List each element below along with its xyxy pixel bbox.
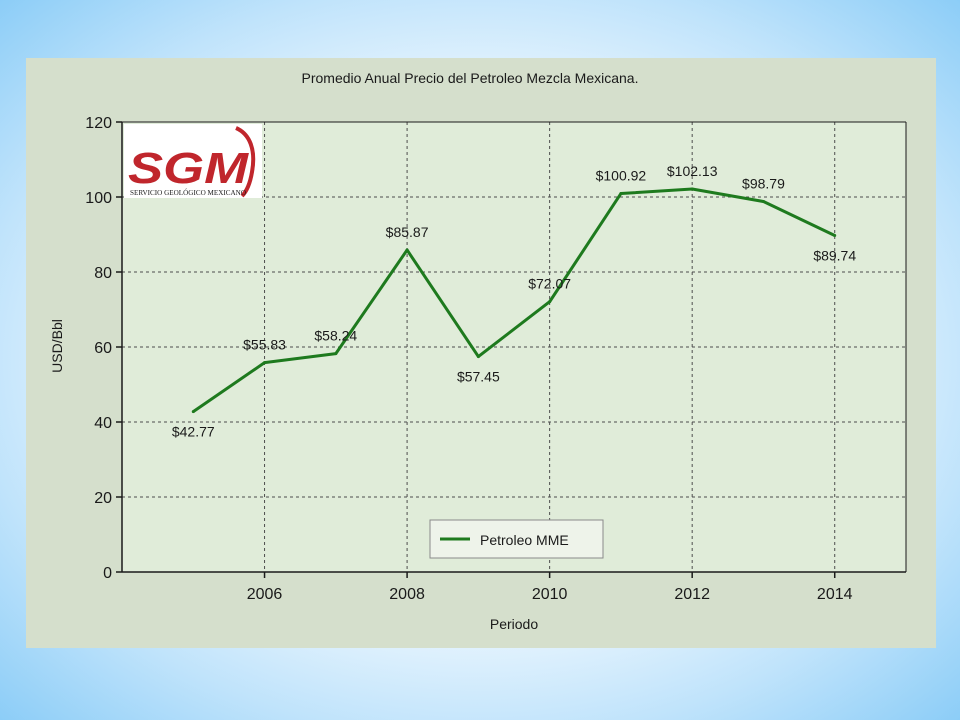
y-tick-label: 20 [94, 490, 112, 507]
x-tick-label: 2008 [389, 586, 425, 603]
data-point [334, 352, 338, 356]
legend-label: Petroleo MME [480, 532, 569, 548]
sgm-logo: SGM SERVICIO GEOLÓGICO MEXICANO [124, 124, 262, 198]
data-label: $55.83 [243, 337, 286, 353]
logo-background [124, 124, 262, 198]
data-label: $98.79 [742, 176, 785, 192]
y-tick-label: 80 [94, 265, 112, 282]
data-point [548, 300, 552, 304]
y-tick-label: 120 [85, 115, 112, 132]
data-point [690, 187, 694, 191]
data-label: $57.45 [457, 369, 500, 385]
y-axis-label: USD/Bbl [49, 319, 65, 373]
data-point [191, 410, 195, 414]
data-point [263, 361, 267, 365]
x-tick-label: 2010 [532, 586, 568, 603]
chart-title: Promedio Anual Precio del Petroleo Mezcl… [302, 70, 639, 86]
data-label: $42.77 [172, 424, 215, 440]
y-tick-label: 60 [94, 340, 112, 357]
legend: Petroleo MME [429, 519, 604, 559]
data-point [476, 355, 480, 359]
x-tick-label: 2012 [674, 586, 710, 603]
x-tick-label: 2014 [817, 586, 853, 603]
y-tick-label: 0 [103, 565, 112, 582]
logo-text: SGM [128, 144, 250, 193]
data-point [761, 200, 765, 204]
data-label: $102.13 [667, 163, 718, 179]
y-tick-label: 40 [94, 415, 112, 432]
y-tick-label: 100 [85, 190, 112, 207]
data-label: $85.87 [386, 224, 429, 240]
data-point [619, 192, 623, 196]
logo-subtitle: SERVICIO GEOLÓGICO MEXICANO [130, 189, 246, 197]
x-tick-label: 2006 [247, 586, 283, 603]
logo-swoosh-icon [235, 126, 256, 198]
data-labels: $42.77 $55.83 $58.24 $85.87 $57.45 $72.07 $100… [172, 163, 856, 440]
data-label: $72.07 [528, 276, 571, 292]
tick-labels: 0 20 40 60 80 100 120 2006 2008 2010 2012 2014 [85, 115, 852, 603]
data-label: $100.92 [596, 168, 647, 184]
x-axis-label: Periodo [490, 616, 538, 632]
data-label: $58.24 [314, 328, 357, 344]
series-line-petroleo-mme [192, 187, 836, 413]
data-label: $89.74 [813, 247, 856, 263]
axes [116, 121, 907, 578]
data-point [833, 233, 837, 237]
series-layer [191, 187, 837, 414]
data-point [405, 248, 409, 252]
